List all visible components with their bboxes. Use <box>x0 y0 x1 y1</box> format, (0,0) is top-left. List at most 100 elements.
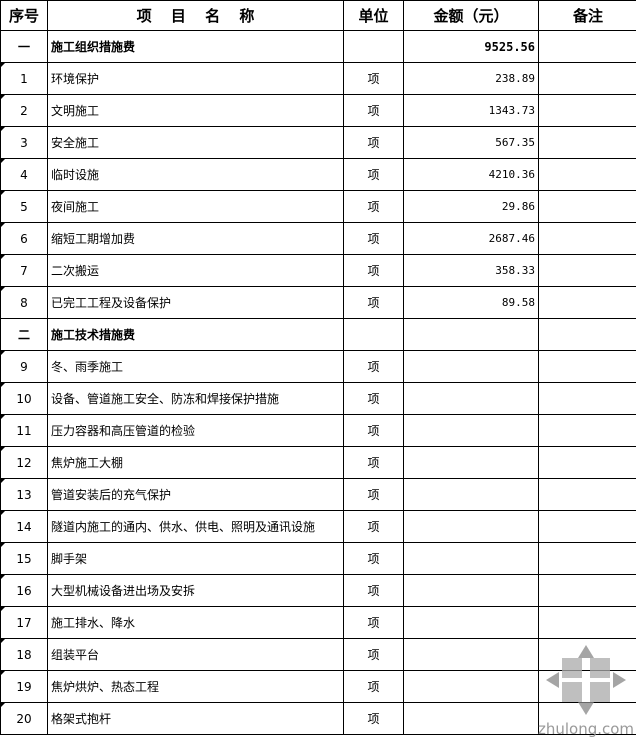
row-unit[interactable]: 项 <box>343 542 404 575</box>
row-name[interactable]: 设备、管道施工安全、防冻和焊接保护措施 <box>47 382 344 415</box>
row-name[interactable]: 已完工工程及设备保护 <box>47 286 344 319</box>
row-seq[interactable]: 一 <box>0 30 48 63</box>
row-unit[interactable]: 项 <box>343 158 404 191</box>
row-name[interactable]: 夜间施工 <box>47 190 344 223</box>
row-note[interactable] <box>538 126 636 159</box>
row-unit[interactable]: 项 <box>343 702 404 735</box>
row-seq[interactable]: 二 <box>0 318 48 351</box>
row-unit[interactable]: 项 <box>343 446 404 479</box>
row-name[interactable]: 文明施工 <box>47 94 344 127</box>
row-unit[interactable]: 项 <box>343 606 404 639</box>
row-note[interactable] <box>538 190 636 223</box>
row-note[interactable] <box>538 542 636 575</box>
row-note[interactable] <box>538 510 636 543</box>
row-note[interactable] <box>538 94 636 127</box>
row-note[interactable] <box>538 350 636 383</box>
row-seq[interactable]: 20 <box>0 702 48 735</box>
row-amount[interactable]: 1343.73 <box>403 94 539 127</box>
row-unit[interactable]: 项 <box>343 382 404 415</box>
row-amount[interactable]: 29.86 <box>403 190 539 223</box>
row-seq[interactable]: 14 <box>0 510 48 543</box>
row-name[interactable]: 施工技术措施费 <box>47 318 344 351</box>
row-note[interactable] <box>538 286 636 319</box>
row-note[interactable] <box>538 414 636 447</box>
row-unit[interactable]: 项 <box>343 510 404 543</box>
row-amount[interactable] <box>403 382 539 415</box>
row-note[interactable] <box>538 318 636 351</box>
row-amount[interactable]: 358.33 <box>403 254 539 287</box>
row-seq[interactable]: 8 <box>0 286 48 319</box>
row-seq[interactable]: 13 <box>0 478 48 511</box>
row-seq[interactable]: 6 <box>0 222 48 255</box>
row-name[interactable]: 焦炉施工大棚 <box>47 446 344 479</box>
row-unit[interactable] <box>343 30 404 63</box>
row-amount[interactable] <box>403 574 539 607</box>
row-seq[interactable]: 18 <box>0 638 48 671</box>
row-seq[interactable]: 11 <box>0 414 48 447</box>
row-seq[interactable]: 3 <box>0 126 48 159</box>
row-unit[interactable] <box>343 318 404 351</box>
row-amount[interactable]: 2687.46 <box>403 222 539 255</box>
row-amount[interactable] <box>403 606 539 639</box>
row-seq[interactable]: 9 <box>0 350 48 383</box>
row-note[interactable] <box>538 574 636 607</box>
row-seq[interactable]: 15 <box>0 542 48 575</box>
row-unit[interactable]: 项 <box>343 574 404 607</box>
row-unit[interactable]: 项 <box>343 286 404 319</box>
row-unit[interactable]: 项 <box>343 94 404 127</box>
row-note[interactable] <box>538 62 636 95</box>
row-seq[interactable]: 2 <box>0 94 48 127</box>
row-note[interactable] <box>538 478 636 511</box>
row-name[interactable]: 临时设施 <box>47 158 344 191</box>
row-note[interactable] <box>538 382 636 415</box>
row-name[interactable]: 大型机械设备进出场及安拆 <box>47 574 344 607</box>
row-name[interactable]: 组装平台 <box>47 638 344 671</box>
row-amount[interactable]: 238.89 <box>403 62 539 95</box>
row-seq[interactable]: 19 <box>0 670 48 703</box>
row-unit[interactable]: 项 <box>343 414 404 447</box>
row-amount[interactable] <box>403 414 539 447</box>
row-unit[interactable]: 项 <box>343 254 404 287</box>
row-note[interactable] <box>538 606 636 639</box>
row-amount[interactable] <box>403 478 539 511</box>
row-name[interactable]: 压力容器和高压管道的检验 <box>47 414 344 447</box>
row-note[interactable] <box>538 222 636 255</box>
row-amount[interactable] <box>403 542 539 575</box>
row-amount[interactable]: 89.58 <box>403 286 539 319</box>
row-amount[interactable] <box>403 670 539 703</box>
row-name[interactable]: 缩短工期增加费 <box>47 222 344 255</box>
row-unit[interactable]: 项 <box>343 638 404 671</box>
row-seq[interactable]: 1 <box>0 62 48 95</box>
row-name[interactable]: 环境保护 <box>47 62 344 95</box>
row-amount[interactable] <box>403 350 539 383</box>
row-amount[interactable]: 567.35 <box>403 126 539 159</box>
row-amount[interactable] <box>403 446 539 479</box>
row-note[interactable] <box>538 158 636 191</box>
row-name[interactable]: 格架式抱杆 <box>47 702 344 735</box>
row-amount[interactable]: 9525.56 <box>403 30 539 63</box>
row-unit[interactable]: 项 <box>343 478 404 511</box>
row-name[interactable]: 二次搬运 <box>47 254 344 287</box>
row-seq[interactable]: 10 <box>0 382 48 415</box>
row-name[interactable]: 隧道内施工的通内、供水、供电、照明及通讯设施 <box>47 510 344 543</box>
row-note[interactable] <box>538 446 636 479</box>
row-amount[interactable] <box>403 510 539 543</box>
row-amount[interactable] <box>403 638 539 671</box>
row-unit[interactable]: 项 <box>343 190 404 223</box>
row-name[interactable]: 脚手架 <box>47 542 344 575</box>
row-unit[interactable]: 项 <box>343 126 404 159</box>
row-seq[interactable]: 7 <box>0 254 48 287</box>
row-seq[interactable]: 4 <box>0 158 48 191</box>
row-unit[interactable]: 项 <box>343 222 404 255</box>
row-name[interactable]: 施工组织措施费 <box>47 30 344 63</box>
row-amount[interactable] <box>403 318 539 351</box>
row-name[interactable]: 施工排水、降水 <box>47 606 344 639</box>
row-name[interactable]: 管道安装后的充气保护 <box>47 478 344 511</box>
row-seq[interactable]: 5 <box>0 190 48 223</box>
row-amount[interactable]: 4210.36 <box>403 158 539 191</box>
row-note[interactable] <box>538 30 636 63</box>
row-name[interactable]: 冬、雨季施工 <box>47 350 344 383</box>
row-name[interactable]: 焦炉烘炉、热态工程 <box>47 670 344 703</box>
row-unit[interactable]: 项 <box>343 62 404 95</box>
row-amount[interactable] <box>403 702 539 735</box>
